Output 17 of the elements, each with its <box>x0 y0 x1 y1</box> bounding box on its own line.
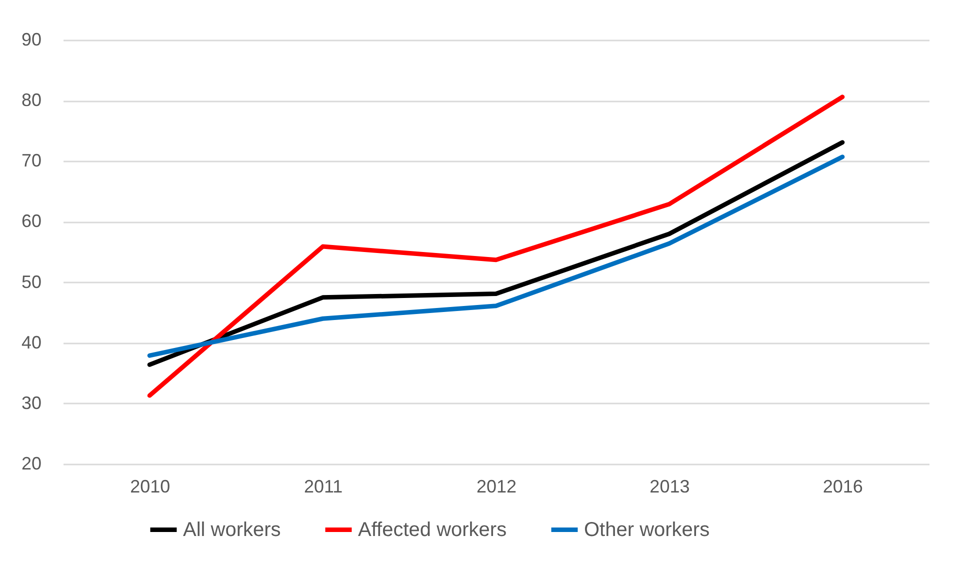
y-tick-label: 50 <box>21 272 42 292</box>
y-tick-label: 40 <box>21 332 42 352</box>
y-tick-label: 60 <box>21 211 42 232</box>
x-tick-label: 2011 <box>304 476 343 496</box>
legend-label: All workers <box>183 518 281 541</box>
y-tick-label: 30 <box>21 392 42 413</box>
y-tick-label: 90 <box>21 30 42 50</box>
x-tick-label: 2016 <box>822 476 863 496</box>
x-tick-label: 2012 <box>476 476 517 496</box>
x-tick-label: 2010 <box>130 476 170 496</box>
legend-label: Affected workers <box>358 518 507 541</box>
x-tick-label: 2013 <box>650 476 690 496</box>
y-tick-label: 70 <box>21 150 42 171</box>
line-series <box>147 94 845 398</box>
y-tick-label: 80 <box>21 90 42 110</box>
y-tick-label: 20 <box>21 454 42 474</box>
legend-label: Other workers <box>584 518 710 541</box>
